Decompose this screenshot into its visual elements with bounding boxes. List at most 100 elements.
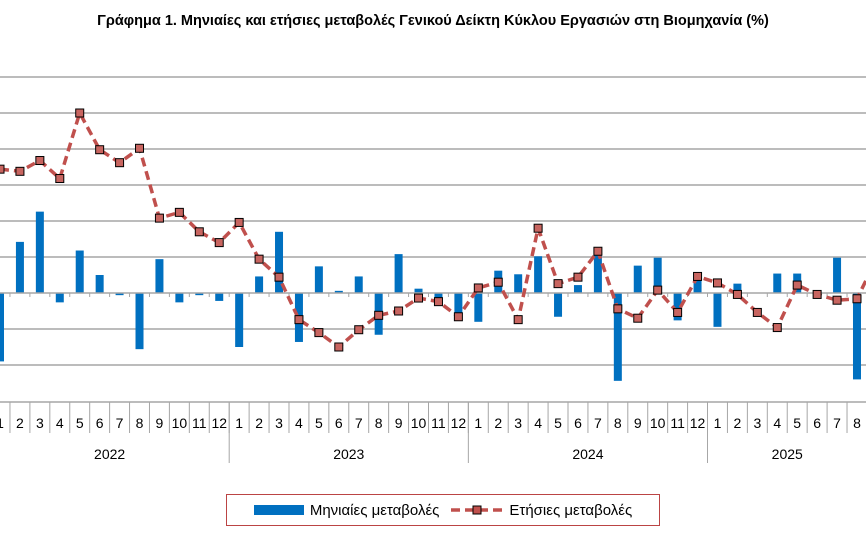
month-tick-label: 4	[773, 415, 781, 431]
bar	[115, 293, 124, 296]
annual-point	[115, 158, 125, 168]
annual-point	[35, 156, 45, 166]
year-label: 2022	[94, 446, 125, 462]
bar	[653, 257, 662, 293]
bar	[733, 283, 742, 293]
annual-point	[0, 164, 5, 174]
month-tick-label: 10	[172, 415, 188, 431]
bar	[195, 293, 204, 296]
bar	[334, 290, 343, 293]
bar	[275, 231, 284, 293]
bar	[0, 293, 4, 362]
annual-point	[214, 238, 224, 248]
month-tick-label: 7	[833, 415, 841, 431]
annual-point	[374, 310, 384, 320]
annual-point	[234, 217, 244, 227]
month-tick-label: 7	[116, 415, 124, 431]
legend-bar-swatch	[253, 505, 304, 515]
annual-point	[533, 223, 543, 233]
month-tick-label: 4	[295, 415, 303, 431]
annual-point	[673, 307, 683, 317]
bar	[454, 293, 463, 320]
bar	[852, 293, 861, 380]
bar	[255, 276, 264, 293]
month-tick-label: 5	[554, 415, 562, 431]
bar	[673, 293, 682, 321]
month-tick-label: 8	[853, 415, 861, 431]
annual-point	[653, 285, 663, 295]
year-label: 2024	[572, 446, 603, 462]
annual-point	[55, 174, 65, 184]
bar	[554, 293, 563, 317]
bar	[175, 293, 184, 303]
bar	[135, 293, 144, 350]
month-tick-label: 3	[753, 415, 761, 431]
month-tick-label: 6	[335, 415, 343, 431]
annual-point	[314, 328, 324, 338]
annual-point	[394, 306, 404, 316]
bar	[573, 285, 582, 293]
annual-point	[274, 272, 284, 282]
annual-point	[553, 279, 563, 289]
annual-point	[194, 227, 204, 237]
annual-point	[633, 313, 643, 323]
month-tick-label: 4	[534, 415, 542, 431]
bar	[773, 273, 782, 293]
legend-label-monthly: Μηνιαίες μεταβολές	[309, 501, 440, 519]
month-tick-label: 12	[451, 415, 467, 431]
month-tick-label: 6	[96, 415, 104, 431]
legend-item-monthly: Μηνιαίες μεταβολές	[253, 501, 440, 519]
month-tick-label: 10	[650, 415, 666, 431]
month-tick-label: 5	[793, 415, 801, 431]
annual-point	[334, 342, 344, 352]
bar	[75, 250, 84, 293]
month-tick-label: 12	[211, 415, 227, 431]
month-tick-label: 2	[255, 415, 263, 431]
month-tick-label: 2	[494, 415, 502, 431]
month-tick-label: 6	[813, 415, 821, 431]
month-tick-label: 11	[431, 415, 446, 431]
month-tick-label: 5	[315, 415, 323, 431]
annual-point	[832, 295, 842, 305]
legend-line-swatch	[451, 505, 504, 515]
annual-series-line	[0, 111, 866, 349]
bar	[713, 293, 722, 327]
annual-point	[513, 315, 523, 325]
bar	[314, 266, 323, 293]
month-tick-label: 9	[395, 415, 403, 431]
bar	[474, 293, 483, 322]
annual-point	[135, 143, 145, 153]
bar	[55, 293, 64, 303]
month-tick-label: 6	[574, 415, 582, 431]
annual-point	[852, 294, 862, 304]
annual-point	[712, 278, 722, 288]
month-tick-label: 2	[16, 415, 24, 431]
month-tick-label: 9	[634, 415, 642, 431]
month-tick-label: 11	[670, 415, 685, 431]
annual-point	[593, 246, 603, 256]
bar	[833, 257, 842, 293]
annual-point	[254, 254, 264, 264]
month-tick-label: 3	[514, 415, 522, 431]
annual-point	[294, 315, 304, 325]
bar	[95, 275, 104, 293]
annual-point	[772, 323, 782, 333]
month-tick-label: 3	[275, 415, 283, 431]
bar	[633, 265, 642, 293]
bar	[514, 274, 523, 293]
month-tick-label: 1	[714, 415, 722, 431]
bar	[534, 256, 543, 293]
month-tick-label: 9	[156, 415, 164, 431]
annual-point	[613, 304, 623, 314]
bar	[215, 293, 224, 301]
annual-point	[493, 277, 503, 287]
bar	[613, 293, 622, 381]
chart-title: Γράφημα 1. Μηνιαίες και ετήσιες μεταβολέ…	[97, 13, 769, 29]
month-tick-label: 8	[614, 415, 622, 431]
annual-point	[453, 312, 463, 322]
annual-point	[95, 145, 105, 155]
month-tick-label: 5	[76, 415, 84, 431]
annual-point	[433, 297, 443, 307]
month-tick-label: 4	[56, 415, 64, 431]
month-tick-label: 12	[690, 415, 706, 431]
